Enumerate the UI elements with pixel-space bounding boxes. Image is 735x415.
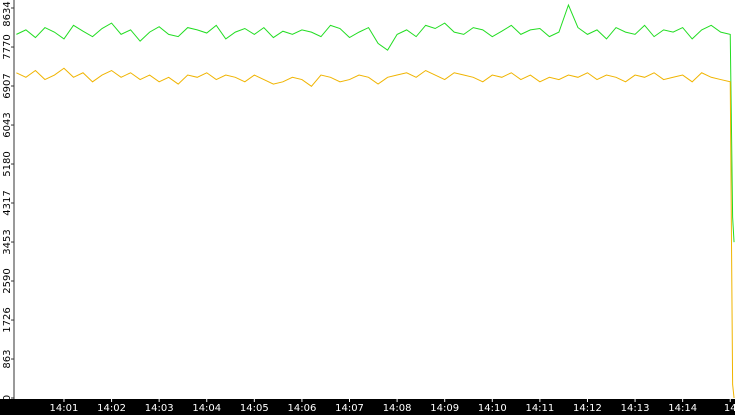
x-tick-label: 14:08	[383, 403, 412, 414]
series-line	[16, 3, 735, 243]
series-line	[16, 67, 735, 399]
x-tick-label: 14:14	[668, 403, 697, 414]
x-tick-label: 14:03	[145, 403, 174, 414]
y-tick-label: 4317	[2, 190, 13, 215]
y-tick-label: 2590	[2, 268, 13, 293]
y-tick-label: 7770	[2, 34, 13, 59]
x-tick-label: 14	[724, 403, 735, 414]
x-tick-label: 14:07	[335, 403, 364, 414]
y-tick-label: 863	[2, 349, 13, 368]
x-axis-band	[0, 399, 735, 415]
y-tick-label: 0	[2, 395, 13, 401]
y-tick-label: 1726	[2, 307, 13, 332]
x-tick-label: 14:02	[97, 403, 126, 414]
x-tick-label: 14:10	[478, 403, 507, 414]
y-tick-label: 6907	[2, 73, 13, 98]
x-tick-label: 14:01	[50, 403, 79, 414]
y-tick-label: 5180	[2, 151, 13, 176]
y-tick-label: 3453	[2, 229, 13, 254]
y-tick-label: 8634	[2, 1, 13, 26]
x-tick-label: 14:13	[621, 403, 650, 414]
x-tick-label: 14:11	[525, 403, 554, 414]
x-tick-label: 14:12	[573, 403, 602, 414]
x-tick-label: 14:09	[430, 403, 459, 414]
x-tick-label: 14:04	[192, 403, 221, 414]
y-tick-label: 6043	[2, 112, 13, 137]
x-tick-label: 14:05	[240, 403, 269, 414]
x-tick-label: 14:06	[288, 403, 317, 414]
